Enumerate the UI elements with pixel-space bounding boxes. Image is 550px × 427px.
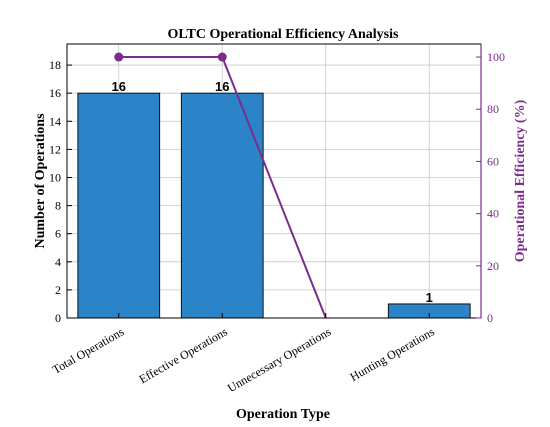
x-tick-label: Effective Operations [137,324,230,386]
y-tick-label: 4 [55,255,61,269]
y2-axis-label: Operational Efficiency (%) [513,99,528,262]
bar [180,92,264,319]
x-axis-ticks: Total Operations Effective OperationsUnne… [50,313,437,395]
y-tick-label: 6 [55,227,61,241]
y-tick-label: 0 [55,311,61,325]
y2-axis-ticks: 0 20 40 60 80 100 [476,44,505,325]
bar-value-label: 16 [215,79,229,94]
y-tick-label: 16 [49,86,61,100]
y2-tick-label: 0 [487,311,493,325]
x-tick-label: Hunting Operations [347,324,437,384]
efficiency-point [114,52,124,62]
bars [77,92,471,319]
y2-tick-label: 80 [487,102,499,116]
y2-tick-label: 40 [487,207,499,221]
y2-tick-label: 100 [487,50,505,64]
y-tick-label: 8 [55,199,61,213]
bar [77,92,161,319]
y-tick-label: 10 [49,170,61,184]
y-tick-label: 14 [49,114,61,128]
efficiency-line [114,52,327,319]
x-tick-label: Total Operations [50,324,127,376]
bar-value-label: 16 [112,79,126,94]
y-tick-label: 12 [49,142,61,156]
y-axis-label: Number of Operations [33,113,48,249]
y2-tick-label: 60 [487,154,499,168]
y-tick-label: 2 [55,283,61,297]
y-axis-ticks: 0 2 4 6 8 10 12 14 16 18 [49,58,72,325]
efficiency-point [217,52,227,62]
y2-tick-label: 20 [487,259,499,273]
chart-title: OLTC Operational Efficiency Analysis [168,27,399,42]
x-axis-label: Operation Type [236,407,330,422]
bar-labels: 16 16 1 [112,79,433,305]
y-tick-label: 18 [49,58,61,72]
x-tick-label: Unnecessary Operations [225,324,334,395]
bar-value-label: 1 [426,290,433,305]
